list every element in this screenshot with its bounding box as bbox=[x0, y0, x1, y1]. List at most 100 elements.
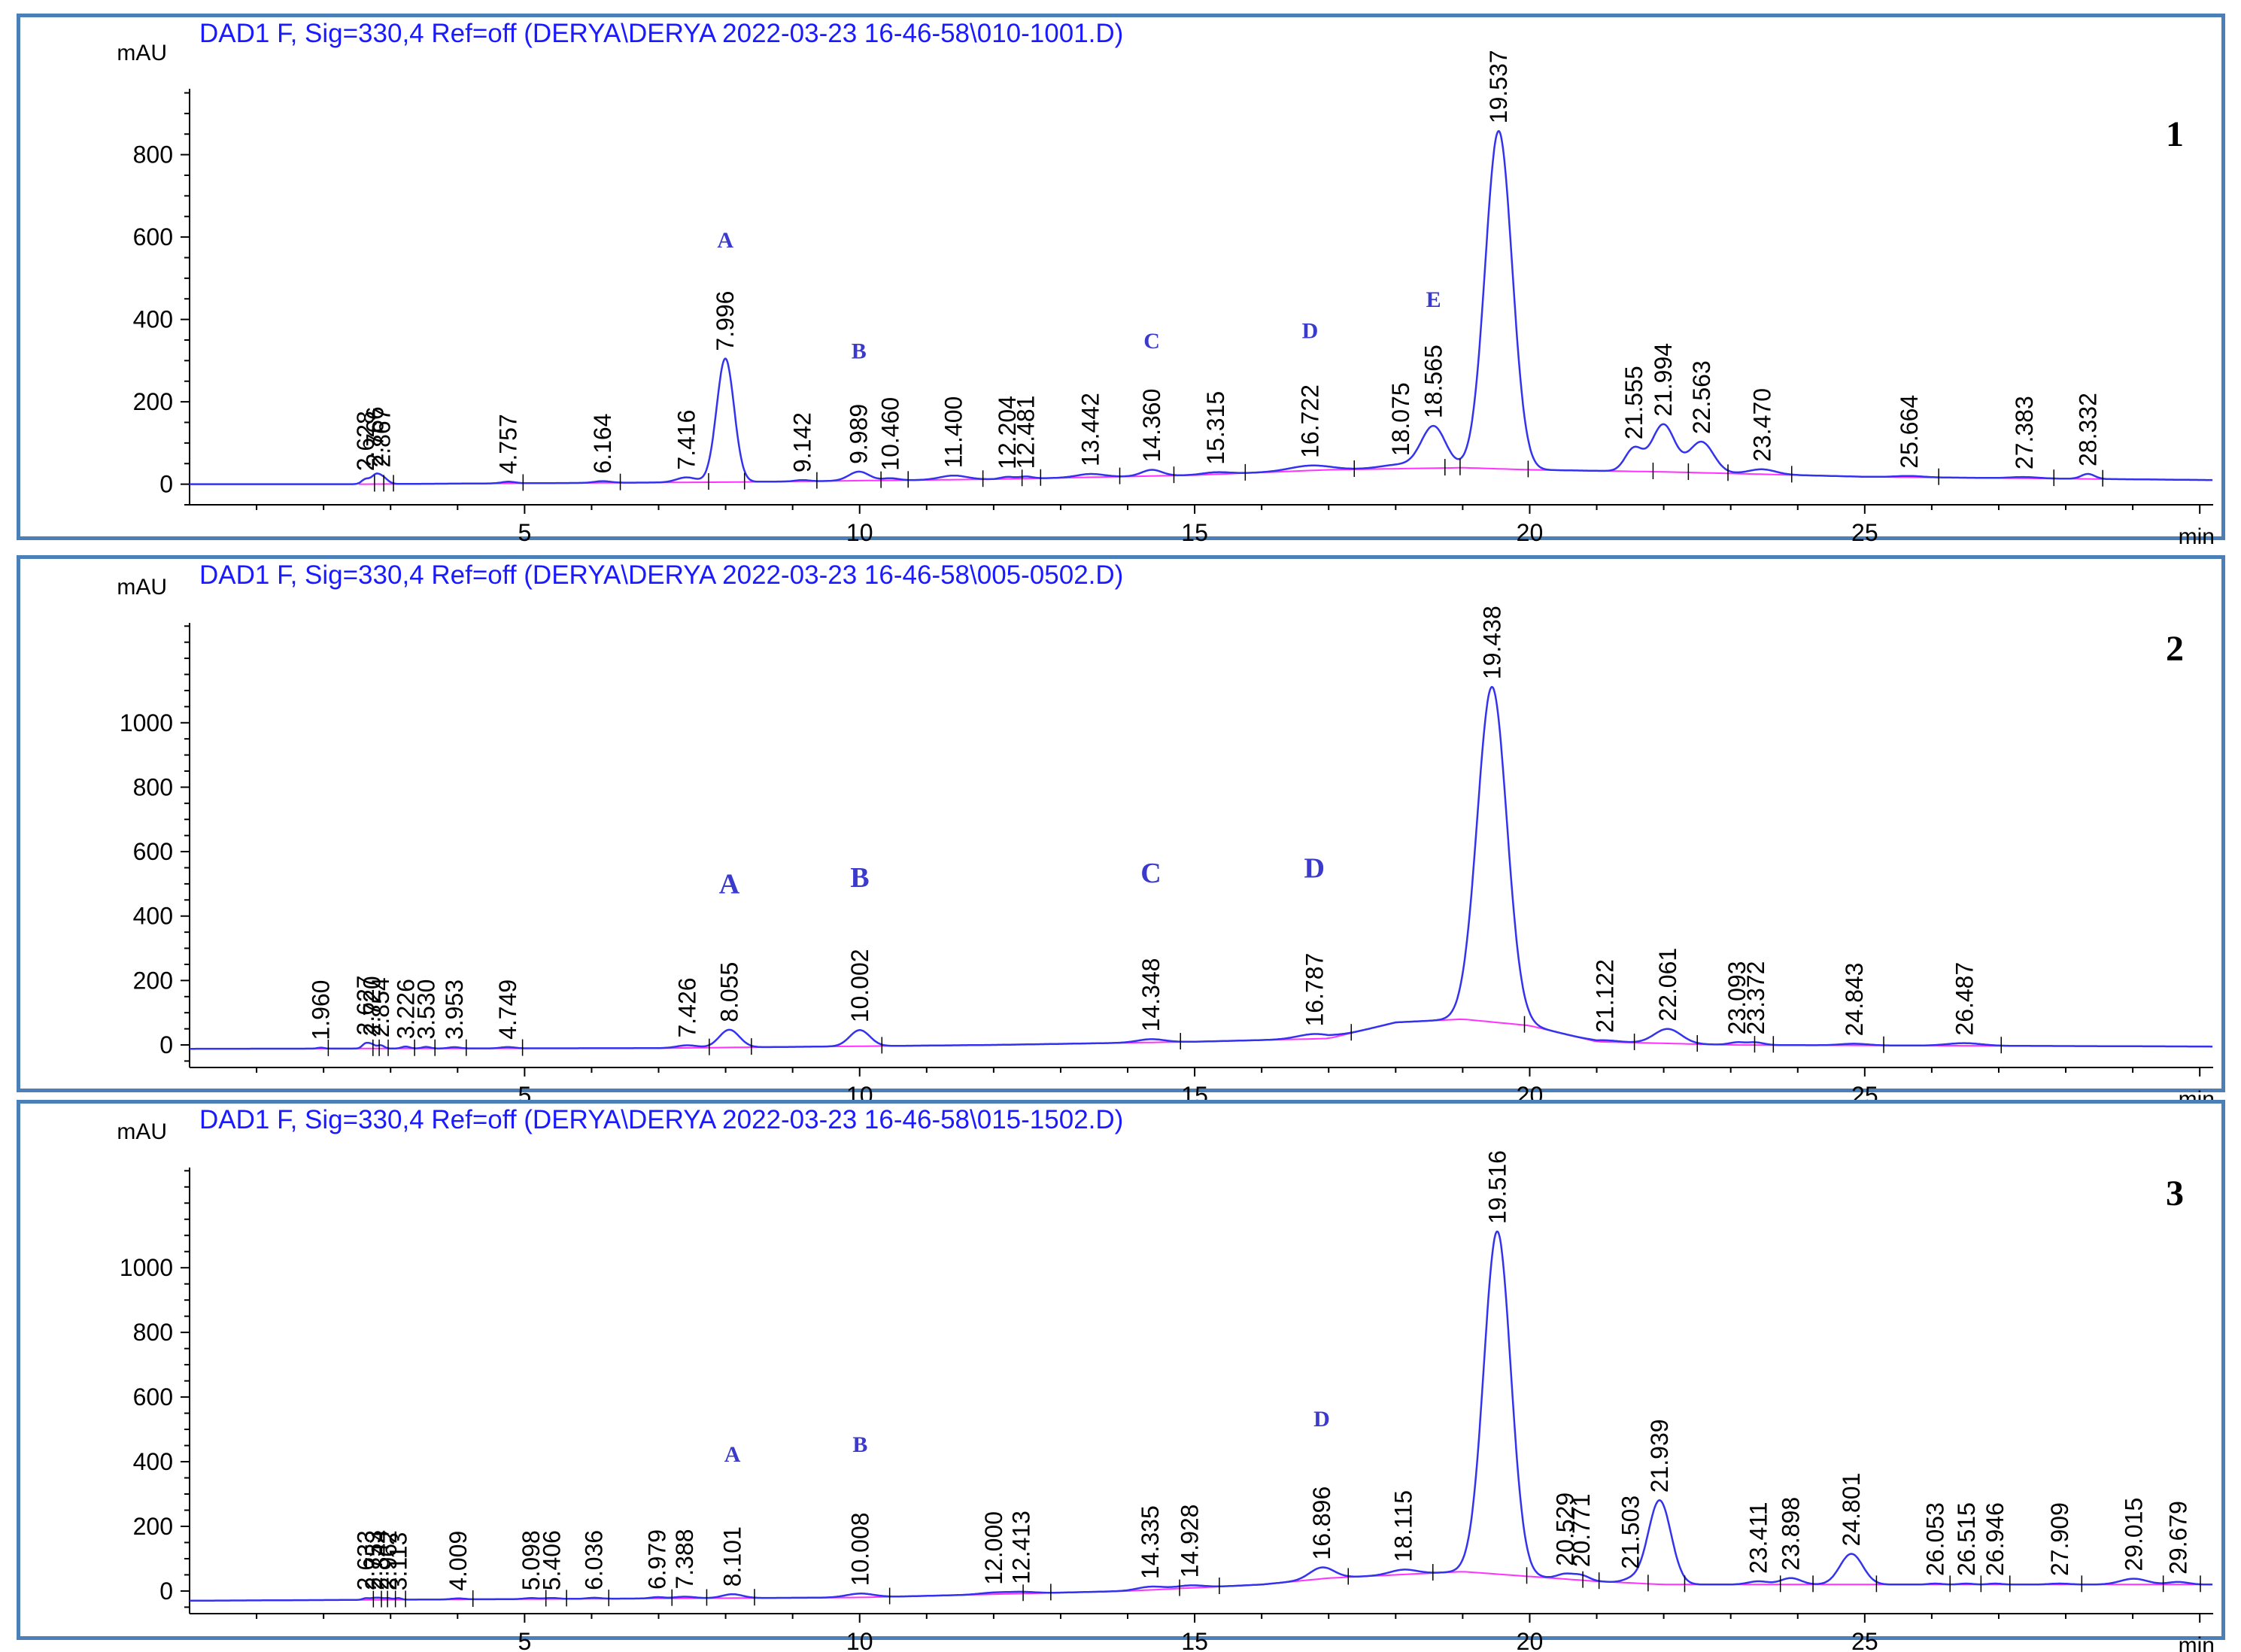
x-tick-label: 20 bbox=[1517, 519, 1544, 546]
peak-label: 29.015 bbox=[2120, 1498, 2147, 1572]
peak-label: 4.009 bbox=[445, 1531, 472, 1591]
x-tick-label: 25 bbox=[1851, 519, 1878, 546]
y-axis-label: mAU bbox=[117, 1119, 167, 1144]
y-tick-label: 400 bbox=[133, 1448, 173, 1475]
peak-label: 6.164 bbox=[589, 414, 616, 474]
chromatogram-panel-2: DAD1 F, Sig=330,4 Ref=off (DERYA\DERYA 2… bbox=[17, 555, 2225, 1112]
peak-label: 4.749 bbox=[494, 979, 521, 1040]
x-axis-label: min bbox=[2179, 524, 2215, 549]
peak-label: 11.400 bbox=[940, 396, 967, 469]
peak-label: 2.720 bbox=[358, 976, 385, 1036]
peak-label: 23.470 bbox=[1749, 388, 1776, 462]
x-tick-label: 5 bbox=[518, 1628, 531, 1652]
panel-number: 3 bbox=[2166, 1174, 2184, 1213]
peak-letter-annotation: B bbox=[852, 1432, 867, 1457]
peak-label: 8.055 bbox=[716, 962, 743, 1022]
peak-label: 14.928 bbox=[1177, 1505, 1204, 1578]
peak-label: 3.113 bbox=[384, 1532, 411, 1591]
peak-label: 20.771 bbox=[1568, 1493, 1595, 1567]
peak-label: 10.460 bbox=[877, 397, 904, 471]
peak-label: 7.416 bbox=[673, 410, 700, 470]
peak-label: 2.854 bbox=[367, 977, 394, 1037]
peak-label: 5.098 bbox=[518, 1530, 545, 1590]
peak-label: 18.115 bbox=[1390, 1490, 1417, 1562]
peak-label: 7.388 bbox=[671, 1529, 698, 1589]
peak-label: 21.503 bbox=[1617, 1496, 1644, 1569]
peak-letter-annotation: B bbox=[850, 862, 869, 894]
y-tick-label: 400 bbox=[133, 903, 173, 930]
peak-label: 26.487 bbox=[1951, 962, 1978, 1036]
peak-label: 18.075 bbox=[1387, 382, 1414, 456]
peak-label: 21.122 bbox=[1591, 959, 1618, 1033]
peak-label: 12.204 bbox=[994, 396, 1021, 469]
peak-label: 3.953 bbox=[441, 979, 468, 1040]
peak-label: 15.315 bbox=[1202, 391, 1229, 465]
peak-letter-annotation: A bbox=[717, 228, 733, 253]
chromatogram-plot: 0 200 400 600 800 mAU 5 10 15 20 25 min 2.6282.7662.… bbox=[117, 41, 2215, 549]
x-tick-label: 25 bbox=[1851, 1628, 1878, 1652]
chromatogram-plot: 0 200 400 600 800 1000 mAU 5 10 15 20 25 min 2.6332.7… bbox=[117, 1119, 2215, 1652]
peak-label: 23.372 bbox=[1742, 961, 1769, 1035]
peak-label: 26.053 bbox=[1922, 1502, 1949, 1576]
peak-label: 4.757 bbox=[495, 414, 522, 474]
y-tick-label: 200 bbox=[133, 388, 173, 415]
peak-letter-annotation: C bbox=[1140, 858, 1161, 889]
y-tick-label: 600 bbox=[133, 223, 173, 251]
peak-letter-annotation: A bbox=[719, 869, 740, 900]
peak-label: 3.226 bbox=[392, 979, 419, 1039]
y-tick-label: 400 bbox=[133, 306, 173, 333]
x-tick-label: 10 bbox=[846, 1628, 873, 1652]
peak-label: 13.442 bbox=[1076, 393, 1104, 466]
peak-label: 23.411 bbox=[1745, 1502, 1772, 1575]
peak-letter-annotation: D bbox=[1302, 318, 1319, 343]
peak-label: 9.142 bbox=[788, 412, 815, 472]
peak-label: 24.801 bbox=[1838, 1473, 1865, 1547]
peak-label: 16.896 bbox=[1308, 1486, 1335, 1560]
panel-number: 1 bbox=[2166, 114, 2184, 154]
peak-label: 19.438 bbox=[1478, 606, 1505, 679]
peak-label: 24.843 bbox=[1841, 963, 1868, 1037]
peak-label: 27.383 bbox=[2011, 396, 2038, 469]
peak-label: 19.537 bbox=[1485, 50, 1512, 123]
signal-trace bbox=[190, 685, 2213, 1050]
peak-label: 3.530 bbox=[412, 979, 439, 1040]
peak-label: 21.555 bbox=[1620, 366, 1647, 439]
y-tick-label: 800 bbox=[133, 141, 173, 169]
peak-label: 10.008 bbox=[846, 1512, 873, 1586]
peak-label: 27.909 bbox=[2046, 1502, 2073, 1576]
y-tick-label: 200 bbox=[133, 967, 173, 994]
signal-trace bbox=[190, 129, 2213, 485]
peak-label: 28.332 bbox=[2075, 393, 2102, 466]
peak-label: 9.989 bbox=[846, 404, 873, 464]
peak-label: 1.960 bbox=[308, 980, 335, 1040]
peak-label: 12.413 bbox=[1008, 1511, 1035, 1584]
peak-label: 23.898 bbox=[1778, 1497, 1805, 1571]
x-axis-label: min bbox=[2179, 1633, 2215, 1652]
x-tick-label: 5 bbox=[518, 519, 531, 546]
y-tick-label: 0 bbox=[159, 471, 173, 498]
peak-label: 12.481 bbox=[1013, 396, 1040, 469]
y-tick-label: 0 bbox=[159, 1578, 173, 1605]
peak-label: 21.939 bbox=[1646, 1419, 1673, 1493]
peak-label: 22.563 bbox=[1688, 360, 1715, 434]
peak-label: 2.633 bbox=[353, 1530, 380, 1590]
peak-label: 10.002 bbox=[846, 949, 873, 1022]
y-tick-label: 800 bbox=[133, 1319, 173, 1346]
peak-label: 2.867 bbox=[368, 408, 395, 468]
peak-label: 2.844 bbox=[366, 1530, 393, 1590]
peak-letter-annotation: D bbox=[1304, 852, 1325, 884]
peak-label: 2.627 bbox=[352, 975, 379, 1035]
peak-label: 5.406 bbox=[539, 1530, 566, 1590]
peak-label: 29.679 bbox=[2165, 1501, 2192, 1575]
peak-label: 6.979 bbox=[644, 1529, 671, 1590]
y-tick-label: 0 bbox=[159, 1031, 173, 1058]
y-tick-label: 600 bbox=[133, 1383, 173, 1411]
panel-title: DAD1 F, Sig=330,4 Ref=off (DERYA\DERYA 2… bbox=[199, 19, 1124, 48]
y-tick-label: 800 bbox=[133, 773, 173, 800]
peak-label: 14.360 bbox=[1138, 389, 1165, 463]
y-tick-label: 1000 bbox=[120, 1254, 173, 1281]
peak-label: 12.000 bbox=[980, 1511, 1007, 1585]
integration-baseline bbox=[314, 1018, 2211, 1049]
signal-trace bbox=[190, 1230, 2213, 1602]
peak-label: 16.722 bbox=[1297, 384, 1324, 458]
